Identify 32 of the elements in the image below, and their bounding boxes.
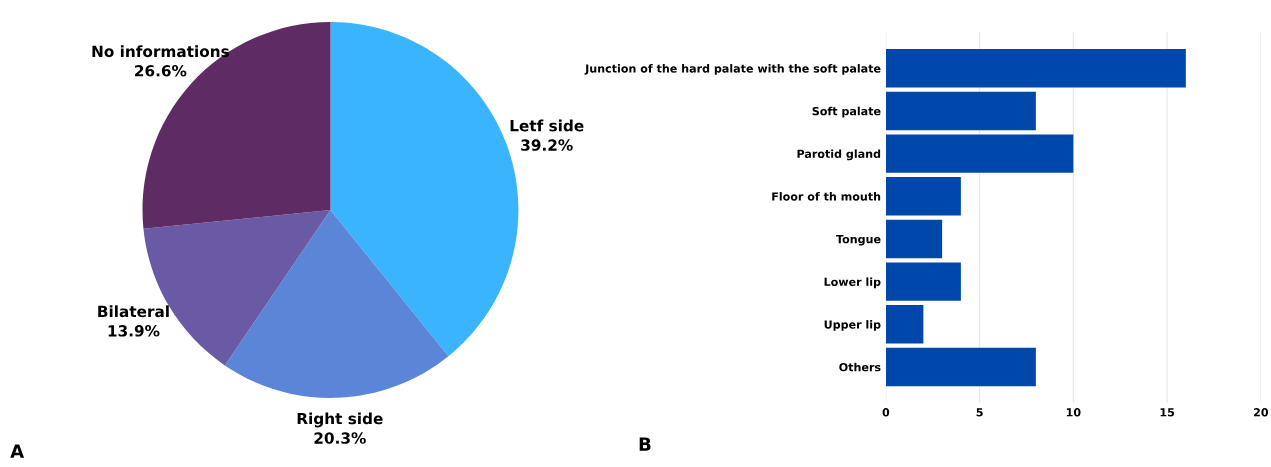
- x-tick-label: 20: [1253, 408, 1269, 417]
- bar: [885, 262, 961, 301]
- y-tick-label: Lower lip: [824, 277, 881, 289]
- text: B: [639, 437, 651, 451]
- y-tick-label: Others: [839, 362, 881, 372]
- y-tick-label: Parotid gland: [797, 149, 881, 161]
- y-tick-label: Floor of th mouth: [772, 192, 881, 201]
- y-tick-label: Upper lip: [824, 320, 881, 331]
- pie-slice: [224, 209, 449, 398]
- y-tick-label: Junction of the hard palate with the soft palate: [584, 64, 881, 75]
- slice-label: Right side: [297, 412, 383, 428]
- data-label: 39.2%: [521, 139, 573, 151]
- bar: [885, 134, 1074, 173]
- bar: [885, 347, 1036, 387]
- data-label: 13.9%: [108, 325, 160, 337]
- slice-label: No informations: [92, 45, 229, 58]
- x-tick-label: 5: [976, 408, 983, 417]
- bar: [885, 91, 1036, 131]
- slice-label: Bilateral: [98, 305, 169, 318]
- x-tick-label: 10: [1066, 408, 1081, 417]
- y-tick-label: Tongue: [836, 235, 881, 246]
- bar: [885, 177, 961, 216]
- x-tick-label: 0: [882, 408, 890, 417]
- data-label: 26.6%: [135, 65, 187, 77]
- slice-label: Letf side: [510, 119, 584, 132]
- bar: [885, 219, 943, 259]
- x-tick-label: 15: [1160, 408, 1175, 417]
- data-label: 20.3%: [314, 432, 366, 444]
- bar: [885, 49, 1186, 88]
- y-tick-label: Soft palate: [812, 106, 881, 118]
- bar: [885, 305, 924, 344]
- text: A: [10, 444, 25, 458]
